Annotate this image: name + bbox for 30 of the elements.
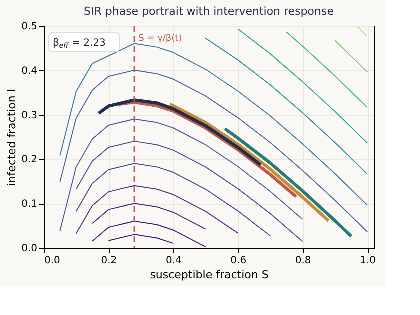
y-tick-label: 0.1 bbox=[22, 199, 38, 210]
x-tick-label: 0.8 bbox=[295, 256, 312, 266]
line-series bbox=[286, 32, 368, 108]
line-series bbox=[76, 163, 271, 237]
line-series bbox=[224, 127, 353, 238]
line-series bbox=[108, 234, 174, 244]
y-tick-label: 0.0 bbox=[22, 244, 38, 254]
y-tick-label: 0.5 bbox=[22, 22, 38, 32]
line-series bbox=[76, 140, 304, 242]
x-tick-label: 0.2 bbox=[101, 256, 118, 266]
x-axis-title: susceptible fraction S bbox=[150, 268, 269, 282]
x-tick-label: 0.4 bbox=[166, 256, 182, 266]
line-series bbox=[92, 220, 206, 248]
x-tick-label: 1.0 bbox=[360, 256, 376, 266]
y-tick-label: 0.4 bbox=[22, 66, 38, 77]
y-axis-title: infected fraction I bbox=[6, 88, 19, 186]
line-series bbox=[60, 118, 304, 232]
x-tick-label: 0.0 bbox=[44, 256, 60, 266]
line-series bbox=[238, 28, 368, 144]
line-series bbox=[60, 70, 368, 233]
line-series bbox=[92, 203, 206, 230]
x-tick-label: 0.6 bbox=[230, 256, 247, 266]
line-series bbox=[205, 38, 368, 175]
y-tick-label: 0.2 bbox=[22, 154, 38, 166]
line-series bbox=[76, 185, 239, 234]
line-series bbox=[97, 98, 262, 167]
line-series bbox=[168, 102, 330, 223]
chart-title: SIR phase portrait with intervention response bbox=[84, 5, 334, 18]
ref-line-label: S = γ/β(t) bbox=[138, 34, 182, 44]
y-tick-label: 0.3 bbox=[22, 110, 38, 122]
